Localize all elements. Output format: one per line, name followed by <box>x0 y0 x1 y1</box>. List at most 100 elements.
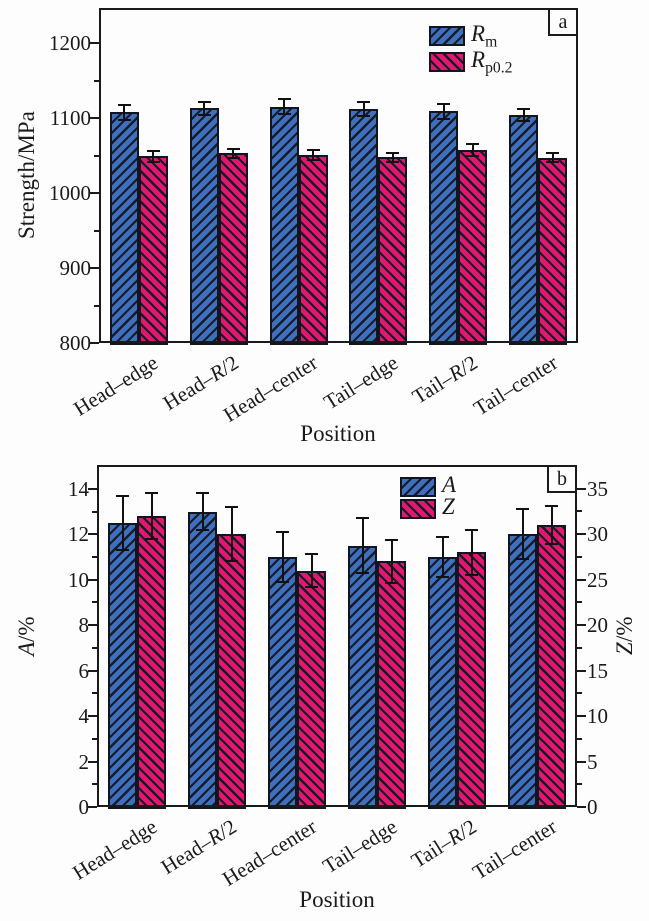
left-y-axis-title: A/% <box>14 465 40 807</box>
left-tick-label: 8 <box>78 613 90 638</box>
error-bar-cap-top <box>516 508 529 511</box>
bar-series0-cat0 <box>109 112 139 345</box>
error-bar-line <box>121 495 124 551</box>
bar-series0-cat2 <box>268 557 297 809</box>
right-tick-label: 5 <box>587 749 598 774</box>
left-major-tick <box>90 267 99 270</box>
left-major-tick <box>88 533 97 536</box>
legend-label-1: Z <box>442 494 455 519</box>
right-major-tick <box>577 715 586 718</box>
error-bar-cap-top <box>517 108 531 111</box>
legend-swatch-0 <box>400 477 436 497</box>
error-bar-line <box>201 493 204 530</box>
error-bar-line <box>123 104 126 120</box>
right-minor-tick <box>577 692 582 695</box>
right-minor-tick <box>577 555 582 558</box>
left-major-tick <box>88 715 97 718</box>
error-bar-cap-bottom <box>117 118 131 121</box>
text-segment: Head–edge <box>67 814 161 885</box>
error-bar-line <box>283 99 286 115</box>
left-tick-label: 6 <box>78 658 90 683</box>
error-bar-line <box>442 103 445 119</box>
panel-b-letter-box: b <box>547 465 577 493</box>
error-bar-cap-top <box>306 148 320 151</box>
error-bar-line <box>281 532 284 583</box>
left-major-tick <box>88 487 97 490</box>
bar-series0-cat2 <box>269 106 299 345</box>
plot-frame <box>99 8 578 343</box>
error-bar-line <box>550 505 553 545</box>
left-minor-tick <box>92 737 97 740</box>
right-major-tick <box>577 669 586 672</box>
right-tick-label: 35 <box>587 476 608 501</box>
error-bar-cap-top <box>117 103 131 106</box>
error-bar-cap-top <box>466 143 480 146</box>
left-major-tick <box>88 624 97 627</box>
left-major-tick <box>90 342 99 344</box>
panel-a-letter-box: a <box>548 8 578 36</box>
error-bar-line <box>362 102 365 116</box>
text-segment: m <box>485 33 498 51</box>
text-segment: Z <box>442 494 455 519</box>
error-bar-cap-bottom <box>517 120 531 123</box>
left-major-tick <box>88 669 97 672</box>
panel-a-x-axis-title: Position <box>300 421 376 446</box>
right-major-tick <box>577 760 586 763</box>
legend-label-0: A <box>442 473 456 496</box>
error-bar-cap-bottom <box>466 155 480 158</box>
right-minor-tick <box>577 601 582 604</box>
x-category-label-5: Tail–center <box>468 814 561 884</box>
bar-series0-cat1 <box>188 511 217 809</box>
error-bar-cap-bottom <box>145 537 158 540</box>
bar-series1-cat3 <box>378 157 408 345</box>
error-bar-cap-top <box>386 151 400 154</box>
left-minor-tick <box>92 601 97 604</box>
error-bar-cap-bottom <box>276 581 289 584</box>
error-bar-cap-bottom <box>357 114 371 117</box>
error-bar-line <box>232 148 235 158</box>
error-bar-cap-bottom <box>146 160 160 163</box>
error-bar-line <box>361 518 364 573</box>
error-bar-cap-top <box>226 147 240 150</box>
bar-series1-cat0 <box>138 156 168 345</box>
error-bar-line <box>390 539 393 584</box>
bar-z-cat3 <box>377 561 406 809</box>
error-bar-cap-bottom <box>306 159 320 162</box>
error-bar-cap-bottom <box>197 114 211 117</box>
error-bar-line <box>441 536 444 578</box>
error-bar-line <box>551 153 554 163</box>
left-minor-tick <box>92 556 97 559</box>
right-minor-tick <box>577 783 582 786</box>
error-bar-cap-top <box>116 494 129 497</box>
error-bar-cap-bottom <box>356 571 369 574</box>
error-bar-line <box>310 554 313 587</box>
text-segment: /% <box>612 616 637 643</box>
left-tick-label: 1200 <box>49 31 91 56</box>
right-major-tick <box>577 487 586 490</box>
error-bar-cap-bottom <box>385 582 398 585</box>
error-bar-cap-top <box>276 531 289 534</box>
right-tick-label: 20 <box>587 613 608 638</box>
error-bar-cap-top <box>545 504 558 507</box>
right-minor-tick <box>577 510 582 513</box>
error-bar-cap-top <box>465 528 478 531</box>
left-tick-label: 14 <box>68 476 89 501</box>
left-minor-tick <box>94 154 99 157</box>
error-bar-cap-top <box>436 535 449 538</box>
error-bar-cap-bottom <box>226 156 240 159</box>
error-bar-cap-top <box>197 100 211 103</box>
bar-series0-cat0 <box>108 522 137 809</box>
text-segment: R <box>471 21 486 46</box>
panel-b-letter: b <box>557 467 567 490</box>
error-bar-cap-top <box>305 553 318 556</box>
error-bar-cap-bottom <box>516 558 529 561</box>
bar-z-cat5 <box>537 525 566 809</box>
bar-z-cat2 <box>297 570 326 809</box>
text-segment: /% <box>14 616 39 642</box>
error-bar-line <box>471 144 474 157</box>
left-tick-label: 2 <box>78 749 90 774</box>
error-bar-line <box>150 493 153 539</box>
error-bar-cap-bottom <box>196 528 209 531</box>
left-minor-tick <box>92 510 97 513</box>
